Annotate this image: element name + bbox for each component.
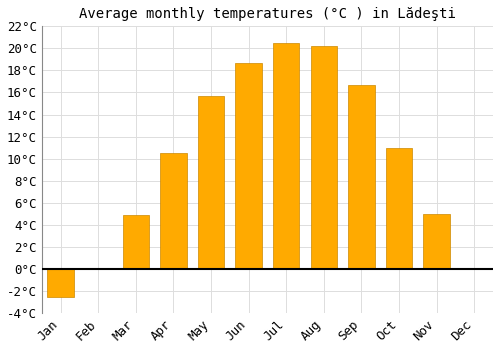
Bar [160, 153, 186, 269]
Title: Average monthly temperatures (°C ) in Lădeşti: Average monthly temperatures (°C ) in Lă… [79, 7, 456, 21]
Bar [273, 43, 299, 269]
Bar [310, 46, 337, 269]
Bar [236, 63, 262, 269]
Bar [48, 269, 74, 296]
Bar [122, 215, 149, 269]
Bar [198, 96, 224, 269]
Bar [348, 85, 374, 269]
Bar [424, 214, 450, 269]
Bar [386, 148, 412, 269]
